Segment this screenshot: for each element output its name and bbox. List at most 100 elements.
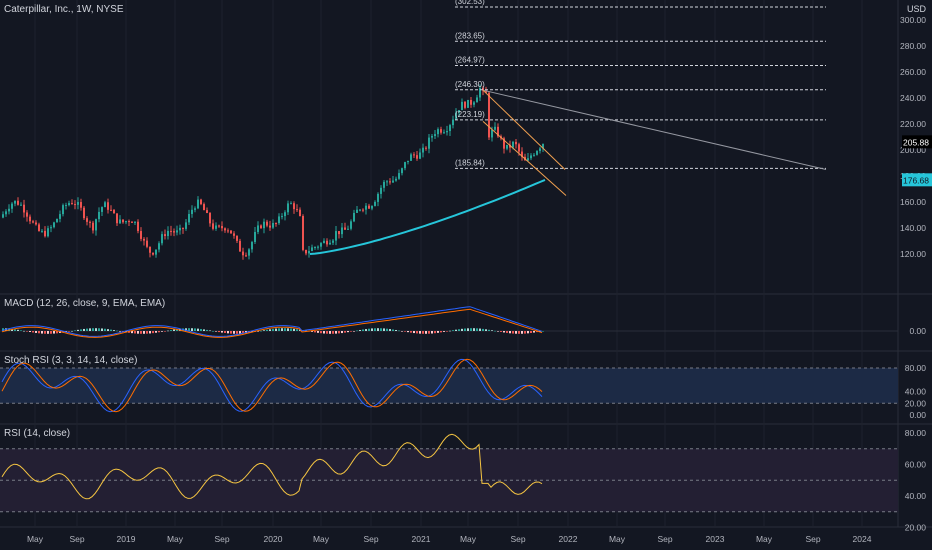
macd-histogram-bar <box>461 328 463 331</box>
macd-histogram-bar <box>383 328 385 331</box>
time-axis-label: 2020 <box>264 534 283 544</box>
ma-price-badge <box>902 173 932 187</box>
candle-body <box>272 223 274 228</box>
macd-histogram-bar <box>344 331 346 333</box>
candle-body <box>542 143 544 149</box>
candle-body <box>314 247 316 249</box>
ma-price-label: 176.68 <box>903 175 929 185</box>
candle-body <box>515 141 517 145</box>
candle-body <box>389 181 391 183</box>
macd-histogram-bar <box>494 330 496 332</box>
macd-histogram-bar <box>491 330 493 331</box>
macd-histogram-bar <box>266 329 268 331</box>
macd-histogram-bar <box>155 331 157 333</box>
macd-histogram-bar <box>518 331 520 334</box>
candle-body <box>242 251 244 256</box>
macd-histogram-bar <box>539 331 541 332</box>
rsi-pane-title[interactable]: RSI (14, close) <box>4 428 71 439</box>
price-tick-label: 300.00 <box>900 15 926 25</box>
stoch-rsi-pane-title[interactable]: Stoch RSI (3, 3, 14, 14, close) <box>4 355 138 366</box>
symbol-title[interactable]: Caterpillar, Inc., 1W, NYSE <box>4 4 124 15</box>
macd-histogram-bar <box>530 331 532 333</box>
candle-body <box>344 227 346 230</box>
candle-body <box>152 252 154 255</box>
candle-body <box>257 225 259 232</box>
macd-histogram-bar <box>500 331 502 332</box>
candle-body <box>194 208 196 210</box>
candle-body <box>236 235 238 241</box>
macd-tick-label: 0.00 <box>909 326 926 336</box>
candle-body <box>476 97 478 103</box>
macd-histogram-bar <box>359 329 361 331</box>
price-tick-label: 280.00 <box>900 41 926 51</box>
candle-body <box>56 218 58 223</box>
candle-body <box>521 151 523 157</box>
macd-histogram-bar <box>452 330 454 331</box>
time-axis-label: May <box>609 534 626 544</box>
macd-histogram-bar <box>233 331 235 334</box>
candle-body <box>443 132 445 134</box>
macd-histogram-bar <box>455 329 457 331</box>
candle-body <box>449 125 451 132</box>
candle-body <box>497 126 499 137</box>
last-price-label: 205.88 <box>903 137 929 147</box>
candle-body <box>479 87 481 98</box>
macd-histogram-bar <box>200 328 202 331</box>
candle-body <box>254 231 256 243</box>
macd-histogram-bar <box>104 328 106 331</box>
candle-body <box>245 255 247 257</box>
time-axis-label: Sep <box>510 534 525 544</box>
fib-level-label: (246.30) <box>455 80 485 89</box>
candle-body <box>407 160 409 163</box>
candle-body <box>227 230 229 232</box>
candle-body <box>269 225 271 228</box>
macd-histogram-bar <box>281 328 283 331</box>
macd-histogram-bar <box>143 331 145 334</box>
candle-body <box>107 202 109 210</box>
macd-histogram-bar <box>203 329 205 331</box>
macd-histogram-bar <box>170 330 172 331</box>
candle-body <box>287 203 289 213</box>
candle-body <box>260 225 262 229</box>
macd-histogram-bar <box>380 328 382 331</box>
macd-histogram-bar <box>158 331 160 333</box>
macd-histogram-bar <box>464 328 466 331</box>
macd-histogram-bar <box>524 331 526 334</box>
macd-histogram-bar <box>428 331 430 334</box>
macd-histogram-bar <box>173 329 175 331</box>
candle-body <box>326 240 328 245</box>
candle-body <box>110 209 112 211</box>
candle-body <box>128 221 130 223</box>
candle-body <box>446 131 448 133</box>
macd-histogram-bar <box>482 328 484 331</box>
candle-body <box>359 209 361 211</box>
macd-histogram-bar <box>14 329 16 331</box>
macd-histogram-bar <box>215 331 217 332</box>
candle-body <box>296 209 298 211</box>
candle-body <box>338 231 340 235</box>
macd-histogram-bar <box>188 328 190 331</box>
macd-histogram-bar <box>77 329 79 331</box>
macd-histogram-bar <box>317 331 319 333</box>
macd-histogram-bar <box>398 330 400 332</box>
macd-histogram-bar <box>527 331 529 334</box>
macd-signal-line <box>1 308 543 338</box>
time-axis-label: Sep <box>363 534 378 544</box>
macd-histogram-bar <box>62 331 64 333</box>
candle-body <box>467 99 469 108</box>
rsi-tick-label: 20.00 <box>905 523 927 533</box>
candle-body <box>350 221 352 229</box>
macd-histogram-bar <box>365 329 367 331</box>
macd-pane-title[interactable]: MACD (12, 26, close, 9, EMA, EMA) <box>4 298 166 309</box>
macd-histogram-bar <box>212 330 214 332</box>
candle-body <box>83 207 85 219</box>
macd-histogram-bar <box>89 328 91 331</box>
rsi-tick-label: 80.00 <box>905 428 927 438</box>
macd-histogram-bar <box>506 331 508 333</box>
macd-histogram-bar <box>323 331 325 334</box>
candle-body <box>395 178 397 181</box>
candle-body <box>494 126 496 130</box>
macd-histogram-bar <box>386 328 388 331</box>
candle-body <box>47 228 49 237</box>
